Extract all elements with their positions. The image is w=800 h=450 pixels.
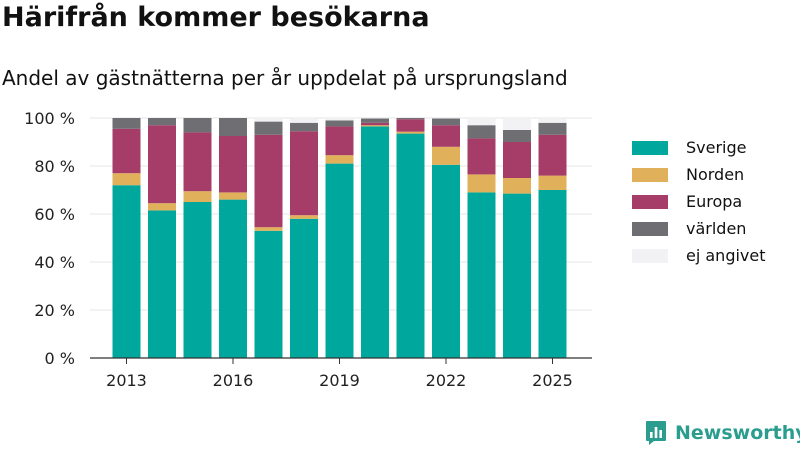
- bar-segment: [183, 118, 212, 133]
- x-tick-label: 2019: [319, 371, 360, 390]
- legend-item: Sverige: [632, 134, 766, 161]
- legend: Sverige Norden Europa världen ej angivet: [632, 134, 766, 269]
- bar-segment: [183, 191, 212, 202]
- bar-segment: [538, 190, 567, 358]
- bar-segment: [538, 134, 567, 176]
- y-tick-label: 0 %: [45, 349, 75, 368]
- bar-segment: [396, 131, 425, 134]
- legend-swatch: [632, 167, 668, 182]
- bar-segment: [503, 118, 531, 130]
- legend-swatch: [632, 248, 668, 263]
- bar-segment: [254, 227, 283, 231]
- y-tick-label: 80 %: [34, 157, 75, 176]
- bar-segment: [396, 133, 425, 358]
- bar-segment: [503, 178, 531, 194]
- bar-segment: [325, 155, 354, 164]
- brand-name: Newsworthy: [675, 422, 800, 444]
- bar-segment: [467, 174, 496, 193]
- bar-segment: [361, 118, 389, 123]
- bar-segment: [112, 173, 141, 186]
- legend-label: Sverige: [686, 138, 747, 157]
- brand-logo: Newsworthy: [645, 420, 800, 446]
- bar-segment: [361, 125, 389, 127]
- bar-segment: [254, 121, 283, 135]
- bar-segment: [254, 230, 283, 358]
- bar-segment: [112, 118, 141, 129]
- bar-segment: [361, 122, 389, 126]
- bar-segment: [325, 118, 354, 121]
- bar-segment: [112, 128, 141, 174]
- x-tick-label: 2016: [213, 371, 254, 390]
- x-tick-label: 2025: [532, 371, 573, 390]
- bar-segment: [538, 175, 567, 190]
- bar-segment: [503, 130, 531, 142]
- bar-segment: [325, 163, 354, 358]
- bar-segment: [396, 118, 425, 120]
- bar-segment: [290, 215, 318, 219]
- bar-segment: [148, 210, 176, 358]
- bar-segment: [219, 118, 247, 136]
- bar-segment: [183, 132, 212, 192]
- newsworthy-icon: [646, 421, 666, 445]
- bar-segment: [538, 118, 567, 123]
- x-tick-label: 2013: [106, 371, 147, 390]
- legend-item: Norden: [632, 161, 766, 188]
- bar-segment: [148, 125, 176, 204]
- bar-segment: [325, 120, 354, 127]
- bar-segment: [290, 118, 318, 123]
- legend-label: världen: [686, 219, 747, 238]
- bar-segment: [432, 125, 460, 147]
- legend-label: ej angivet: [686, 246, 766, 265]
- bar-segment: [432, 164, 460, 358]
- legend-swatch: [632, 194, 668, 209]
- bar-segment: [290, 218, 318, 358]
- bar-segment: [467, 138, 496, 175]
- bar-segment: [290, 131, 318, 216]
- bar-segment: [254, 134, 283, 228]
- chart-title: Härifrån kommer besökarna: [2, 2, 430, 33]
- bar-segment: [361, 126, 389, 359]
- y-tick-label: 60 %: [34, 205, 75, 224]
- legend-label: Norden: [686, 165, 745, 184]
- bar-segment: [148, 203, 176, 211]
- bar-segment: [148, 118, 176, 126]
- bar-segment: [467, 192, 496, 358]
- y-tick-label: 40 %: [34, 253, 75, 272]
- bar-segment: [254, 118, 283, 122]
- bar-segment: [467, 125, 496, 139]
- y-tick-label: 100 %: [24, 109, 75, 128]
- bar-segment: [183, 202, 212, 358]
- bar-segment: [432, 146, 460, 165]
- legend-swatch: [632, 140, 668, 155]
- legend-item: världen: [632, 215, 766, 242]
- bar-segment: [325, 126, 354, 156]
- legend-label: Europa: [686, 192, 743, 211]
- bar-segment: [396, 119, 425, 132]
- chart-subtitle: Andel av gästnätterna per år uppdelat på…: [2, 66, 568, 90]
- legend-item: Europa: [632, 188, 766, 215]
- x-tick-label: 2022: [426, 371, 467, 390]
- y-tick-label: 20 %: [34, 301, 75, 320]
- bar-segment: [538, 122, 567, 135]
- legend-item: ej angivet: [632, 242, 766, 269]
- bar-segment: [503, 142, 531, 178]
- bar-segment: [432, 118, 460, 126]
- bar-segment: [503, 193, 531, 358]
- bar-segment: [219, 136, 247, 193]
- bar-segment: [290, 122, 318, 132]
- bar-segment: [112, 185, 141, 358]
- legend-swatch: [632, 221, 668, 236]
- bar-segment: [219, 199, 247, 358]
- bar-segment: [219, 192, 247, 200]
- bar-segment: [467, 118, 496, 126]
